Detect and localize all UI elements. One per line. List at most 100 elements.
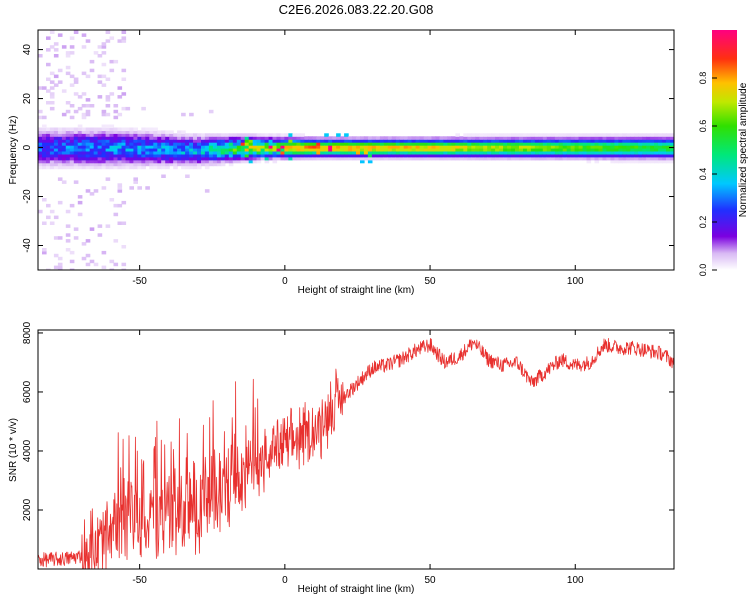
spectrogram-cell (77, 142, 83, 146)
spectrogram-cell (356, 136, 361, 140)
spectrogram-cell (197, 156, 202, 161)
y-tick-label: 4000 (22, 439, 33, 462)
spectrogram-cell (566, 133, 572, 137)
spectrogram-cell (121, 39, 127, 43)
spectrogram-cell (73, 148, 79, 152)
spectrogram-cell (594, 145, 600, 149)
spectrogram-cell (141, 165, 146, 170)
spectrogram-cell (248, 159, 254, 164)
spectrogram-cell (403, 153, 409, 158)
spectrogram-cell (85, 162, 91, 167)
spectrogram-cell (260, 156, 266, 161)
spectrogram-cell (145, 159, 150, 164)
spectrogram-cell (427, 156, 433, 161)
spectrogram-cell (312, 153, 317, 158)
spectrogram-cell (73, 227, 79, 231)
spectrogram-cell (204, 136, 210, 140)
spectrogram-cell (499, 136, 504, 140)
spectrogram-cell (145, 153, 150, 158)
spectrogram-cell (73, 236, 79, 240)
spectrogram-cell (153, 148, 158, 152)
spectrogram-cell (252, 133, 258, 137)
spectrogram-cell (340, 151, 345, 155)
x-tick-label: 50 (424, 575, 436, 586)
spectrogram-cell (61, 130, 67, 134)
spectrogram-cell (185, 145, 190, 149)
spectrogram-cell (101, 250, 107, 255)
spectrogram-cell (169, 130, 174, 134)
spectrogram-cell (387, 145, 393, 149)
spectrogram-cell (562, 148, 568, 152)
spectrogram-cell (224, 156, 230, 161)
spectrogram-cell (495, 156, 500, 161)
spectrogram-cell (618, 139, 623, 143)
spectrogram-cell (65, 71, 71, 76)
spectrogram-cell (65, 109, 71, 114)
spectrogram-cell (654, 151, 659, 155)
spectrogram-cell (348, 148, 353, 152)
spectrogram-cell (169, 136, 174, 140)
spectrogram-cell (93, 133, 99, 137)
spectrogram-cell (97, 224, 103, 228)
spectrogram-marks (38, 30, 674, 270)
spectrogram-cell (570, 156, 576, 161)
spectrogram-cell (375, 139, 381, 143)
spectrogram-cell (93, 142, 99, 146)
spectrogram-cell (173, 136, 178, 140)
spectrogram-cell (109, 68, 115, 73)
spectrogram-cell (594, 153, 600, 158)
spectrogram-cell (117, 139, 123, 143)
spectrogram-cell (340, 153, 345, 158)
spectrogram-cell (46, 62, 51, 67)
spectrogram-cell (185, 142, 190, 146)
spectrogram-cell (189, 112, 194, 117)
spectrogram-cell (566, 139, 572, 143)
spectrogram-cell (666, 156, 671, 161)
spectrogram-cell (642, 159, 647, 164)
spectrogram-cell (499, 139, 504, 143)
spectrogram-cell (499, 153, 504, 158)
spectrogram-cell (602, 142, 608, 146)
spectrogram-cell (85, 253, 91, 258)
spectrogram-cell (288, 142, 293, 146)
spectrogram-cell (81, 45, 87, 49)
spectrogram-cell (42, 221, 47, 225)
spectrogram-cell (451, 151, 456, 155)
spectrogram-cell (153, 133, 158, 137)
spectrogram-cell (181, 112, 186, 117)
spectrogram-cell (395, 139, 401, 143)
spectrogram-cell (276, 151, 282, 155)
spectrogram-cell (69, 83, 75, 87)
spectrogram-cell (630, 145, 635, 149)
spectrogram-cell (320, 136, 325, 140)
spectrogram-cell (328, 156, 333, 161)
spectrogram-cell (193, 151, 198, 155)
spectrogram-cell (169, 162, 174, 167)
spectrogram-cell (658, 133, 663, 137)
spectrogram-cell (89, 136, 95, 140)
spectrogram-cell (371, 136, 377, 140)
spectrogram-cell (272, 159, 278, 164)
spectrogram-cell (105, 224, 111, 228)
spectrogram-cell (73, 136, 79, 140)
spectrogram-cell (642, 133, 647, 137)
spectrogram-cell (42, 156, 47, 161)
spectrogram-cell (161, 145, 166, 149)
spectrogram-cell (578, 151, 584, 155)
spectrogram-cell (81, 145, 87, 149)
spectrogram-cell (276, 148, 282, 152)
spectrogram-cell (654, 142, 659, 146)
spectrogram-cell (296, 139, 301, 143)
spectrogram-cell (582, 153, 588, 158)
spectrogram-cell (534, 139, 540, 143)
spectrogram-cell (328, 139, 333, 143)
spectrogram-cell (356, 142, 361, 146)
spectrogram-cell (97, 95, 103, 99)
spectrogram-cell (216, 153, 222, 158)
spectrogram-cell (49, 30, 55, 34)
spectrogram-cell (53, 165, 59, 170)
spectrogram-cell (431, 153, 437, 158)
spectrogram-cell (216, 142, 222, 146)
spectrogram-cell (109, 165, 115, 170)
spectrogram-cell (423, 139, 429, 143)
